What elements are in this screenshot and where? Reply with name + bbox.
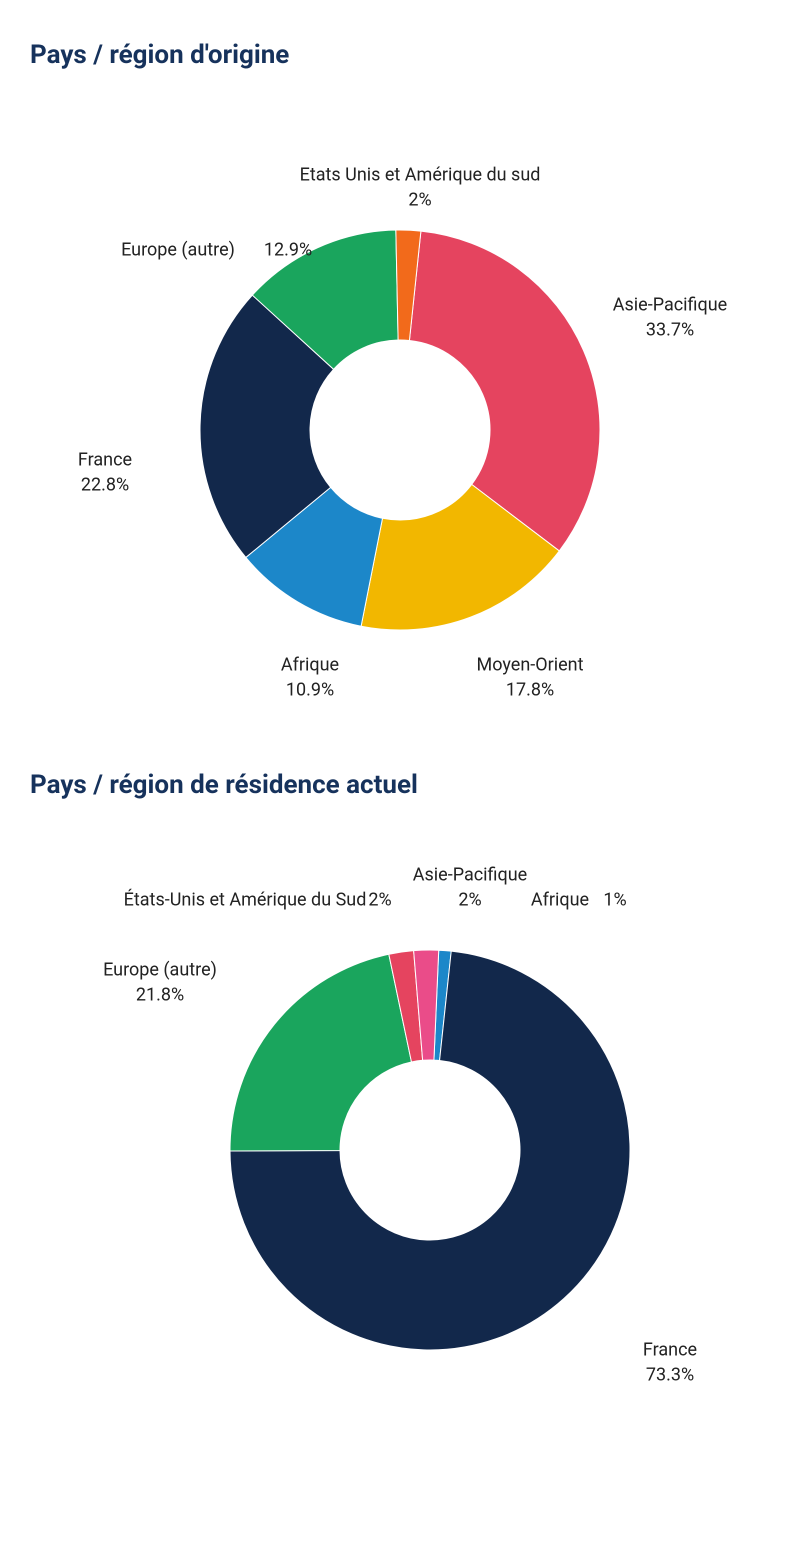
slice-label-pct: 1% xyxy=(603,888,626,911)
slice-label-name: Asie-Pacifique xyxy=(613,293,727,316)
slice-label-pct: 33.7% xyxy=(646,318,694,341)
slice-label-pct: 12.9% xyxy=(264,238,312,261)
slice-label-name: Afrique xyxy=(281,653,339,676)
page: Pays / région d'origineAsie-Pacifique33.… xyxy=(0,0,800,1560)
slice-label-name: France xyxy=(643,1338,697,1361)
chart-title: Pays / région de résidence actuel xyxy=(30,770,770,800)
chart-block: Pays / région de résidence actuel Afrique… xyxy=(30,770,770,1440)
donut-slice xyxy=(409,231,600,551)
slice-label-name: Etats Unis et Amérique du sud xyxy=(300,163,541,186)
slice-label-name: Afrique xyxy=(531,888,589,911)
slice-label-name: Europe (autre) xyxy=(121,238,235,261)
slice-label-name: Asie-Pacifique xyxy=(413,863,527,886)
slice-label-name: France xyxy=(78,448,132,471)
slice-label-pct: 2% xyxy=(408,188,431,211)
slice-label-name: Europe (autre) xyxy=(103,958,217,981)
slice-label-name: États-Unis et Amérique du Sud xyxy=(124,888,367,911)
chart-title: Pays / région d'origine xyxy=(30,40,770,70)
slice-label-pct: 21.8% xyxy=(136,983,184,1006)
chart-canvas: Afrique 1% France73.3% Europe (autre)21.8% É… xyxy=(30,820,770,1440)
slice-label-pct: 17.8% xyxy=(506,678,554,701)
slice-label-pct: 10.9% xyxy=(286,678,334,701)
chart-block: Pays / région d'origine Asie-Pacifique33.… xyxy=(30,40,770,710)
slice-label-pct: 2% xyxy=(368,888,391,911)
slice-label-name: Moyen-Orient xyxy=(477,653,584,676)
donut-slice xyxy=(230,954,411,1151)
slice-label-pct: 2% xyxy=(458,888,481,911)
chart-canvas: Asie-Pacifique33.7% Moyen-Orient17.8% Afri… xyxy=(30,90,770,710)
slice-label-pct: 73.3% xyxy=(646,1363,694,1386)
slice-label-pct: 22.8% xyxy=(81,473,129,496)
